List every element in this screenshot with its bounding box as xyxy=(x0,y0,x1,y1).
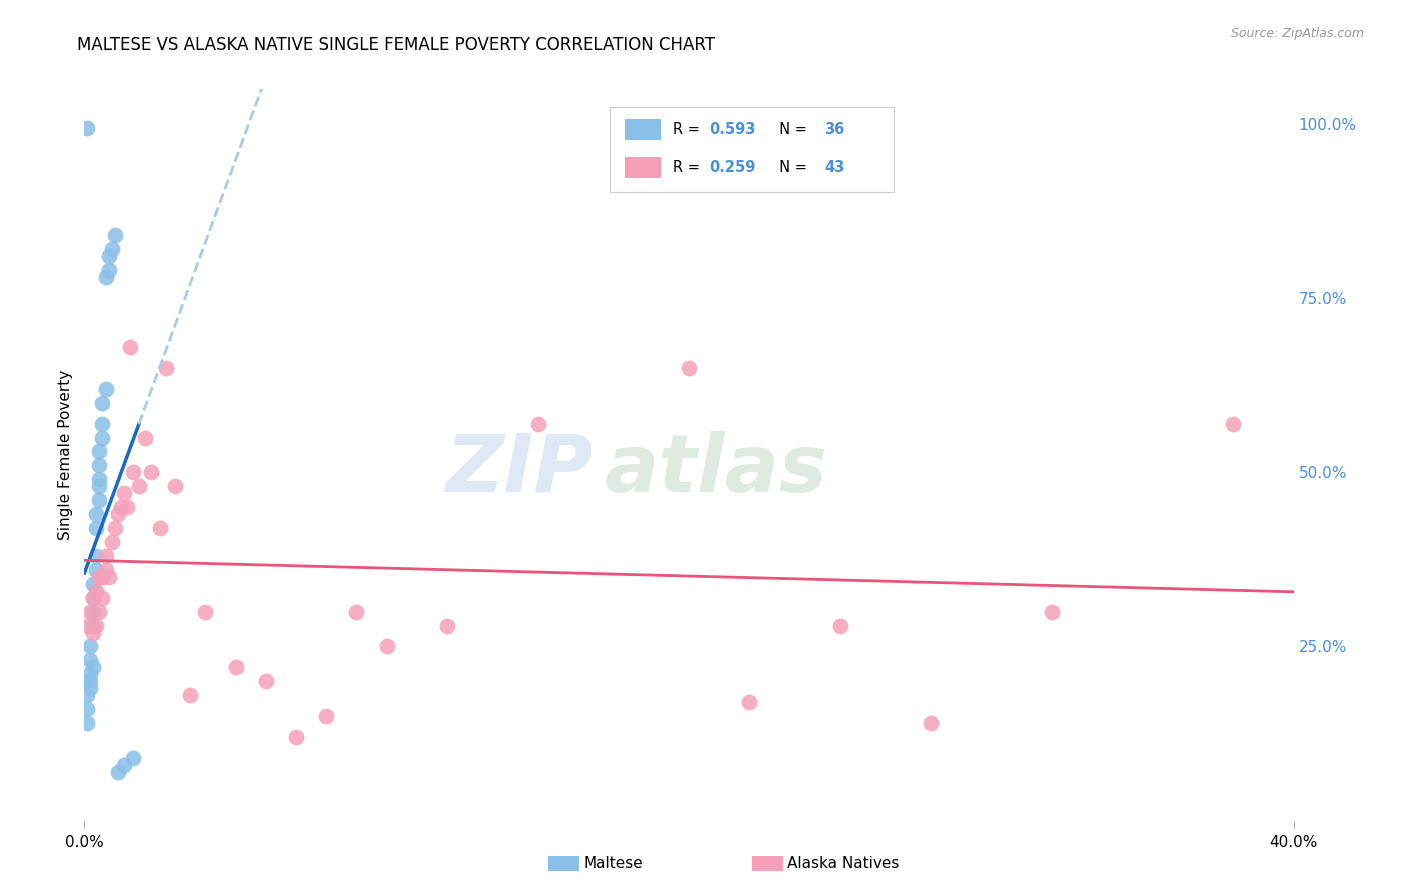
Point xyxy=(1040,605,1063,619)
Point xyxy=(91,430,114,444)
Point xyxy=(134,430,156,444)
Point xyxy=(346,605,368,619)
Point xyxy=(436,618,458,632)
Point xyxy=(91,570,114,584)
Point xyxy=(76,674,98,689)
Point xyxy=(94,382,117,396)
Point xyxy=(86,549,108,563)
Point xyxy=(89,570,111,584)
Point xyxy=(254,674,277,689)
Point xyxy=(115,500,138,515)
FancyBboxPatch shape xyxy=(624,120,661,140)
Text: R =: R = xyxy=(673,122,704,137)
Point xyxy=(118,340,141,354)
Text: atlas: atlas xyxy=(605,431,827,508)
Text: 0.593: 0.593 xyxy=(710,122,756,137)
Point xyxy=(76,120,98,135)
Point xyxy=(89,605,111,619)
Point xyxy=(94,549,117,563)
Point xyxy=(112,758,135,772)
Point xyxy=(76,716,98,731)
Text: Source: ZipAtlas.com: Source: ZipAtlas.com xyxy=(1230,27,1364,40)
Point xyxy=(89,458,111,473)
Text: 36: 36 xyxy=(824,122,845,137)
Point xyxy=(82,591,104,605)
Point xyxy=(179,688,201,702)
Text: R =: R = xyxy=(673,160,704,175)
Point xyxy=(97,570,120,584)
Point xyxy=(107,764,129,779)
Point xyxy=(100,535,122,549)
Point xyxy=(97,249,120,263)
Point xyxy=(285,730,308,744)
Point xyxy=(86,521,108,535)
Point xyxy=(121,466,143,480)
Point xyxy=(107,507,129,521)
Point xyxy=(76,688,98,702)
Text: N =: N = xyxy=(770,160,811,175)
Point xyxy=(194,605,217,619)
Point xyxy=(89,479,111,493)
Point xyxy=(82,605,104,619)
Point xyxy=(82,591,104,605)
Point xyxy=(79,605,101,619)
Point xyxy=(165,479,187,493)
Point xyxy=(315,709,337,723)
Point xyxy=(86,563,108,577)
Point xyxy=(86,507,108,521)
Point xyxy=(830,618,852,632)
Point xyxy=(225,660,247,674)
Point xyxy=(1222,417,1244,431)
Point xyxy=(104,521,127,535)
Text: MALTESE VS ALASKA NATIVE SINGLE FEMALE POVERTY CORRELATION CHART: MALTESE VS ALASKA NATIVE SINGLE FEMALE P… xyxy=(77,36,716,54)
Point xyxy=(155,360,177,375)
Point xyxy=(104,228,127,243)
Point xyxy=(139,466,162,480)
Point xyxy=(738,695,761,709)
Point xyxy=(100,243,122,257)
Point xyxy=(79,674,101,689)
Point xyxy=(79,653,101,667)
Y-axis label: Single Female Poverty: Single Female Poverty xyxy=(58,370,73,540)
Point xyxy=(79,667,101,681)
Point xyxy=(89,472,111,486)
Point xyxy=(678,360,700,375)
Point xyxy=(94,270,117,285)
Point xyxy=(128,479,150,493)
Text: Alaska Natives: Alaska Natives xyxy=(787,856,900,871)
Point xyxy=(375,640,398,654)
Point xyxy=(920,716,942,731)
FancyBboxPatch shape xyxy=(610,108,894,192)
Point xyxy=(86,583,108,598)
Text: ZIP: ZIP xyxy=(444,431,592,508)
Point xyxy=(82,576,104,591)
Point xyxy=(121,751,143,765)
Text: 43: 43 xyxy=(824,160,845,175)
Point xyxy=(76,618,98,632)
Point xyxy=(89,493,111,508)
Point xyxy=(91,591,114,605)
Point xyxy=(91,395,114,409)
Point xyxy=(79,640,101,654)
Point xyxy=(91,417,114,431)
Point xyxy=(86,618,108,632)
Point xyxy=(89,444,111,458)
Point xyxy=(82,660,104,674)
Point xyxy=(94,563,117,577)
Point xyxy=(112,486,135,500)
Text: Maltese: Maltese xyxy=(583,856,643,871)
Point xyxy=(97,263,120,277)
Text: N =: N = xyxy=(770,122,811,137)
Point xyxy=(110,500,132,515)
Point xyxy=(79,681,101,696)
Point xyxy=(527,417,550,431)
Point xyxy=(82,618,104,632)
Point xyxy=(82,625,104,640)
Point xyxy=(76,702,98,716)
Text: 0.259: 0.259 xyxy=(710,160,756,175)
FancyBboxPatch shape xyxy=(624,157,661,178)
Point xyxy=(149,521,172,535)
